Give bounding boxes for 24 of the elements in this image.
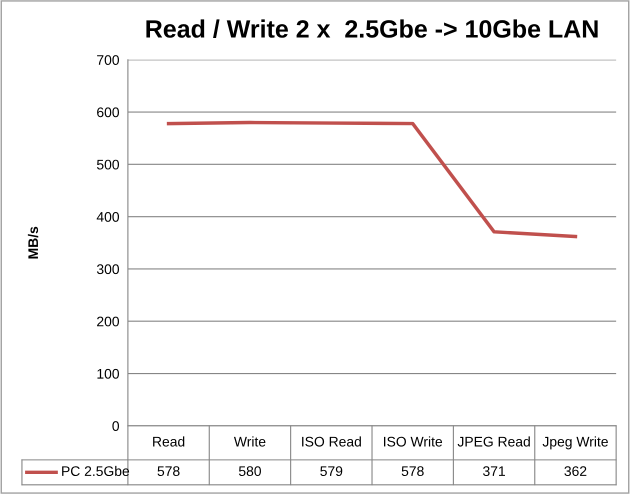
- line-series: [166, 120, 578, 238]
- chart-title: Read / Write 2 x 2.5Gbe -> 10Gbe LAN: [146, 19, 598, 38]
- y-tick-label: 400: [96, 212, 120, 222]
- legend-label: PC 2.5Gbe: [62, 466, 130, 476]
- data-label: 580: [238, 466, 261, 476]
- y-tick-label: 500: [96, 160, 120, 170]
- y-tick-label: 700: [97, 55, 120, 65]
- x-tick-label: Write: [234, 436, 266, 447]
- data-label: 362: [564, 466, 586, 476]
- y-tick-label: 200: [97, 316, 120, 326]
- data-label: 371: [483, 466, 505, 476]
- data-label: 578: [402, 466, 424, 476]
- data-label: 579: [320, 466, 342, 476]
- y-tick-label: 100: [97, 368, 120, 379]
- y-axis-title: MB/s: [28, 226, 38, 258]
- data-label: 578: [158, 466, 180, 476]
- x-tick-label: Jpeg Write: [542, 436, 608, 450]
- x-tick-label: ISO Read: [302, 436, 361, 447]
- y-tick-label: 300: [96, 264, 120, 274]
- x-tick-label: JPEG Read: [458, 436, 530, 447]
- x-tick-label: Read: [153, 436, 184, 447]
- y-tick-label: 0: [112, 421, 120, 431]
- y-tick-label: 600: [97, 107, 120, 118]
- x-tick-label: ISO Write: [384, 436, 442, 447]
